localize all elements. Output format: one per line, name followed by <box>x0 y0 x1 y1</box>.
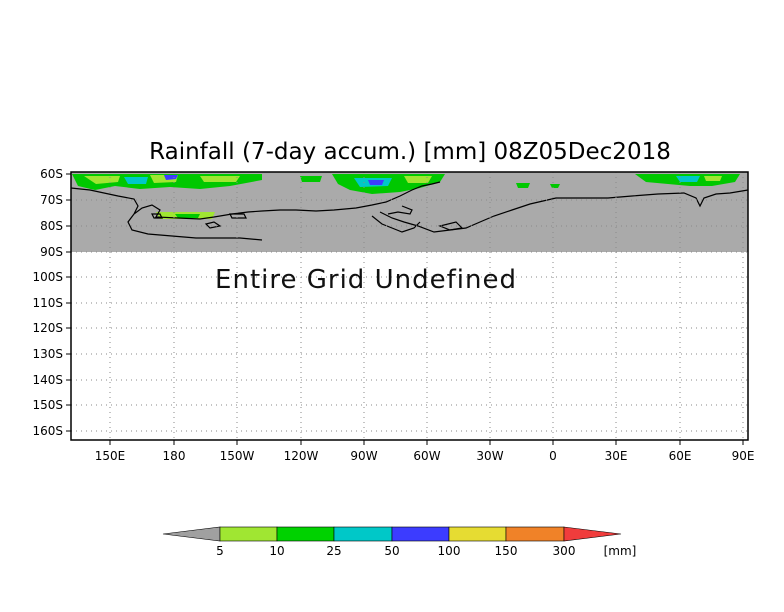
lon-label: 90W <box>350 449 377 463</box>
antarctica-coastline <box>70 181 749 241</box>
axis-ticks <box>66 173 744 445</box>
legend-unit: [mm] <box>604 544 637 558</box>
legend-swatch <box>333 526 393 542</box>
lat-label: 70S <box>40 193 63 207</box>
lat-label: 90S <box>40 245 63 259</box>
lon-label: 60E <box>669 449 692 463</box>
lon-label: 150E <box>95 449 126 463</box>
plot-area: 60S 70S 80S 90S 100S 110S 120S 130S 140S… <box>32 167 754 463</box>
rainfall-patches <box>72 174 740 219</box>
legend-label: 50 <box>384 544 399 558</box>
lon-label: 60W <box>413 449 440 463</box>
legend-high-arrow-icon <box>563 526 622 542</box>
longitude-labels: 150E 180 150W 120W 90W 60W 30W 0 30E 60E… <box>95 449 755 463</box>
plot-frame <box>70 171 749 441</box>
lat-label: 130S <box>32 347 63 361</box>
legend-label: 25 <box>326 544 341 558</box>
lon-label: 180 <box>163 449 186 463</box>
lat-label: 150S <box>32 398 63 412</box>
lon-label: 90E <box>732 449 755 463</box>
legend-swatch <box>448 526 507 542</box>
latitude-labels: 60S 70S 80S 90S 100S 110S 120S 130S 140S… <box>32 167 63 438</box>
map-title: Rainfall (7-day accum.) [mm] 08Z05Dec201… <box>149 139 671 165</box>
legend-swatch <box>219 526 278 542</box>
lat-label: 160S <box>32 424 63 438</box>
legend-label: 100 <box>438 544 461 558</box>
lat-label: 140S <box>32 373 63 387</box>
color-legend: 5 10 25 50 100 150 300 [mm] <box>162 526 637 558</box>
lat-label: 80S <box>40 219 63 233</box>
legend-label: 5 <box>216 544 224 558</box>
legend-label: 150 <box>495 544 518 558</box>
lon-label: 0 <box>549 449 557 463</box>
lat-label: 100S <box>32 270 63 284</box>
lat-label: 120S <box>32 321 63 335</box>
legend-low-arrow-icon <box>162 526 221 542</box>
lon-label: 120W <box>284 449 319 463</box>
legend-label: 300 <box>553 544 576 558</box>
legend-swatch <box>276 526 335 542</box>
lon-label: 30W <box>476 449 503 463</box>
legend-swatch <box>505 526 565 542</box>
legend-swatch <box>391 526 450 542</box>
legend-label: 10 <box>269 544 284 558</box>
lon-label: 150W <box>220 449 255 463</box>
undefined-grid-message: Entire Grid Undefined <box>215 265 517 295</box>
lon-label: 30E <box>605 449 628 463</box>
lat-label: 60S <box>40 167 63 181</box>
lat-label: 110S <box>32 296 63 310</box>
